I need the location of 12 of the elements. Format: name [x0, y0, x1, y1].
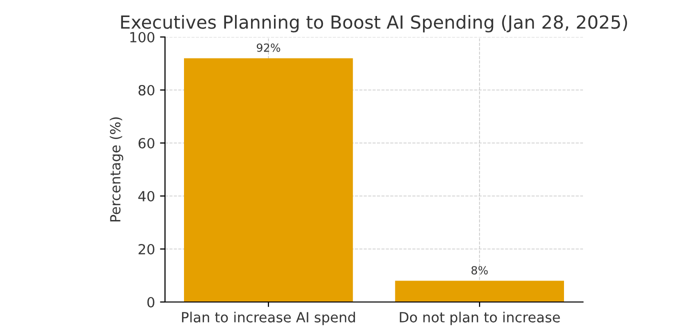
data-label: 8% [471, 266, 488, 274]
y-tick-label: 0 [147, 296, 154, 308]
x-tick-label: Plan to increase AI spend [182, 312, 355, 326]
y-tick-label: 20 [138, 244, 154, 254]
y-tick-label: 40 [138, 190, 154, 202]
data-label: 92% [256, 43, 280, 52]
chart-title: Executives Planning to Boost AI Spending (Jan 28, 2025) [121, 14, 628, 32]
x-tick-label: Do not plan to increase [400, 312, 560, 326]
y-tick-label: 100 [130, 32, 154, 42]
y-tick-label: 60 [138, 138, 154, 148]
y-axis-title: Percentage (%) [110, 117, 124, 222]
y-tick-label: 80 [138, 84, 154, 96]
